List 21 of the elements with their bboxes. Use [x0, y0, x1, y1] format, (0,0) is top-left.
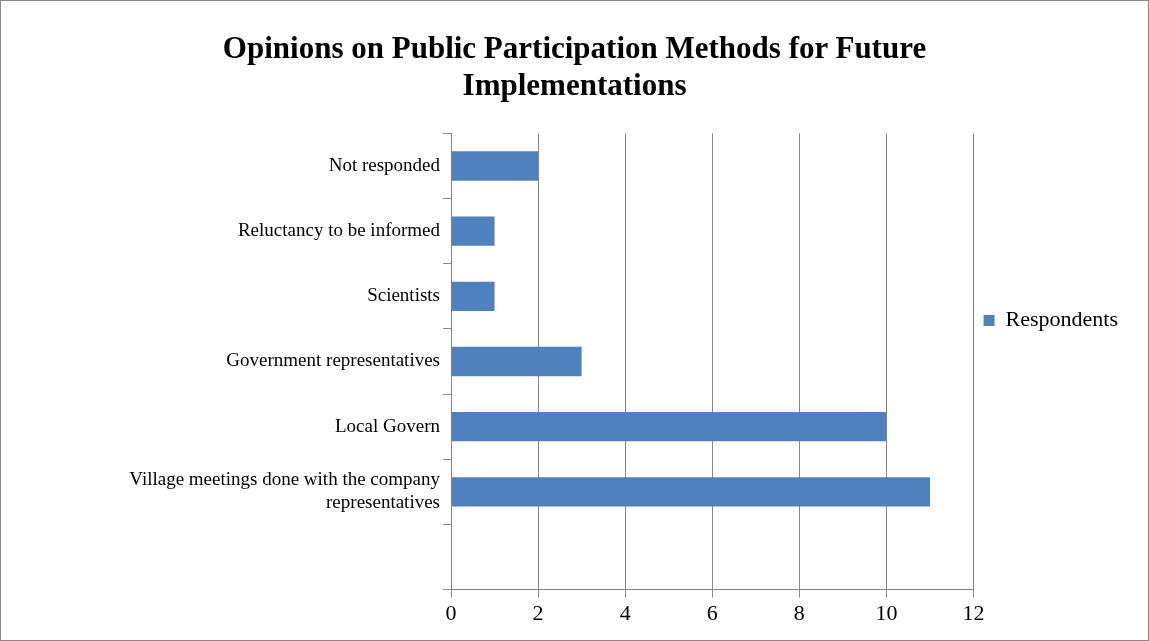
- x-tick-label: 12: [962, 599, 985, 625]
- x-tick-label: 4: [619, 599, 631, 625]
- x-tick-label: 10: [875, 599, 898, 625]
- bar: [451, 477, 931, 507]
- x-tick-label: 6: [706, 599, 718, 625]
- x-tick-label: 0: [445, 599, 457, 625]
- chart-title: Opinions on Public Participation Methods for Future Implementations: [222, 29, 927, 102]
- y-tick-label: Scientists: [367, 284, 440, 306]
- legend-label: Respondents: [1005, 306, 1119, 332]
- bar: [451, 281, 495, 312]
- y-tick-label: Government representatives: [226, 349, 440, 371]
- bar: [451, 346, 582, 377]
- bar: [451, 411, 887, 442]
- x-tick-label: 2: [532, 599, 544, 625]
- bar: [451, 216, 495, 246]
- y-tick-label: Village meetings done with the company representatives: [129, 468, 441, 513]
- y-tick-label: Not responded: [328, 153, 441, 175]
- x-tick-label: 8: [793, 599, 805, 625]
- y-tick-label: Local Govern: [335, 414, 441, 436]
- y-tick-label: Reluctancy to be informed: [237, 219, 441, 241]
- bar: [451, 151, 539, 181]
